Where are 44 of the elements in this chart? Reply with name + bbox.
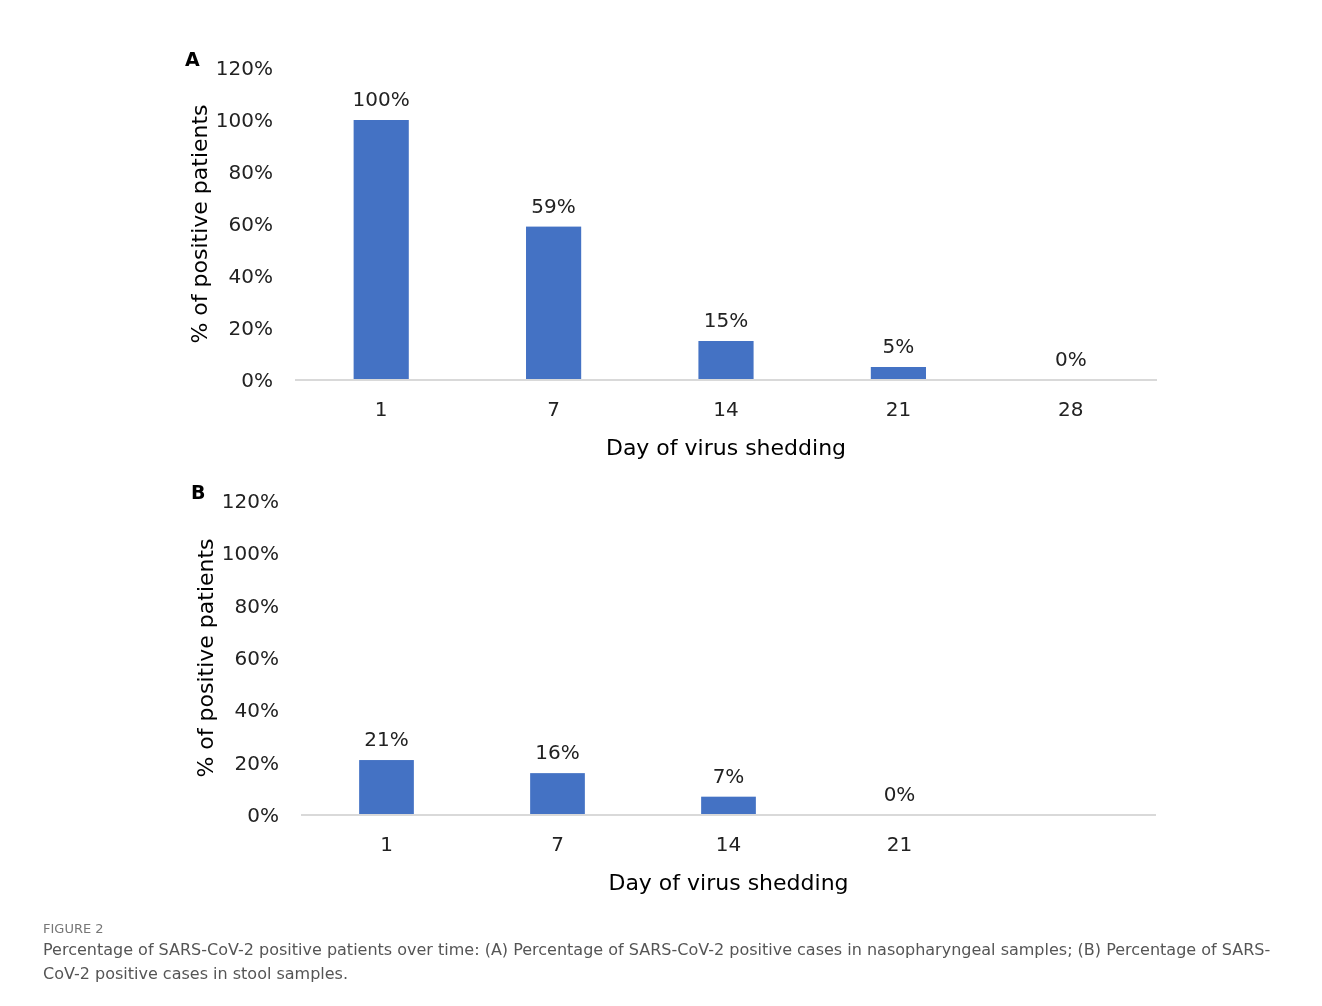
y-tick-label: 80%: [234, 593, 279, 618]
x-tick-label: 28: [1058, 397, 1084, 421]
y-tick-label: 120%: [215, 56, 273, 80]
y-axis-title: % of positive patients: [193, 538, 218, 778]
data-label: 16%: [535, 740, 580, 765]
chart-title: A: [185, 48, 200, 70]
y-tick-label: 20%: [234, 750, 279, 775]
x-axis-title: Day of virus shedding: [608, 870, 849, 895]
x-tick-label: 21: [885, 397, 912, 421]
y-tick-label: 0%: [247, 803, 279, 827]
y-tick-label: 40%: [228, 264, 273, 288]
data-label: 7%: [712, 763, 745, 788]
data-label: 21%: [364, 727, 409, 752]
x-tick-label: 14: [715, 832, 742, 856]
y-tick-label: 100%: [221, 541, 279, 566]
bar: [698, 341, 754, 380]
y-tick-label: 80%: [228, 160, 273, 184]
x-tick-label: 14: [713, 397, 739, 421]
bar: [526, 226, 582, 380]
y-tick-label: 60%: [234, 646, 279, 670]
data-label: 15%: [703, 308, 749, 332]
chart-title: B: [191, 481, 206, 503]
data-label: 0%: [1054, 347, 1087, 371]
bar: [353, 120, 409, 380]
x-tick-label: 7: [551, 832, 564, 856]
x-tick-label: 1: [380, 832, 393, 856]
y-tick-label: 60%: [228, 212, 273, 236]
data-label: 59%: [531, 193, 576, 218]
data-label: 0%: [883, 782, 916, 806]
y-tick-label: 120%: [221, 489, 279, 513]
x-tick-label: 21: [886, 832, 913, 856]
bar: [870, 367, 926, 380]
y-tick-label: 40%: [234, 698, 279, 723]
text: Percentage of SARS-CoV-2 positive patients over time: (A) Percentage of SARS-CoV-2 positive cases in nasopharyngeal samples; (B) Percentage of SARS-CoV-2 positive cases in stool samples.: [43, 939, 1272, 985]
caption: FIGURE 2: [43, 921, 104, 936]
y-tick-label: 100%: [215, 108, 273, 132]
y-tick-label: 20%: [228, 316, 273, 340]
y-tick-label: 0%: [241, 368, 273, 392]
x-axis-title: Day of virus shedding: [605, 435, 847, 460]
x-tick-label: 7: [547, 397, 560, 421]
data-label: 100%: [352, 87, 410, 111]
y-axis-title: % of positive patients: [187, 104, 212, 344]
data-label: 5%: [882, 334, 915, 358]
x-tick-label: 1: [374, 397, 388, 421]
